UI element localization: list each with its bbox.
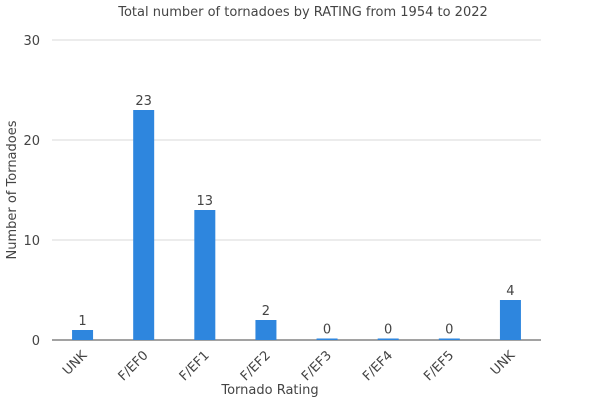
bar [133,110,155,340]
bar-value-label: 2 [262,304,270,319]
grid-layer [52,39,541,241]
chart-title: Total number of tornadoes by RATING from… [117,5,488,20]
bar [255,320,277,340]
bar [377,338,399,340]
bar-value-label: 0 [384,323,392,338]
bar-value-label: 0 [323,323,331,338]
bar-value-label: 0 [445,323,453,338]
y-axis-ticks: 0 10 20 30 [23,34,40,349]
bar-value-label: 1 [78,314,86,329]
x-axis-title: Tornado Rating [220,383,318,398]
x-tick-label: F/EF2 [238,348,274,384]
x-tick-label: UNK [60,348,91,379]
bars [72,110,521,340]
y-tick-label: 10 [23,234,40,249]
bar [194,210,216,340]
y-axis-title: Number of Tornadoes [5,120,20,259]
bar [438,338,460,340]
bar [499,300,521,340]
x-tick-label: F/EF0 [116,348,152,384]
x-tick-label: F/EF3 [299,348,335,384]
x-tick-label: UNK [488,348,519,379]
bar-value-label: 4 [506,284,514,299]
x-axis-ticks: UNK F/EF0 F/EF1 F/EF2 F/EF3 F/EF4 F/EF5 UNK [60,348,518,384]
bar-value-label: 13 [197,194,214,209]
bar-value-label: 23 [135,94,152,109]
x-tick-label: F/EF4 [360,348,396,384]
bar [316,338,338,340]
data-labels: 1 23 13 2 0 0 0 4 [78,94,514,338]
y-tick-label: 20 [23,134,40,149]
x-tick-label: F/EF1 [177,348,213,384]
bar [72,330,94,340]
x-tick-label: F/EF5 [421,348,457,384]
y-tick-label: 30 [23,34,40,49]
y-tick-label: 0 [32,334,40,349]
